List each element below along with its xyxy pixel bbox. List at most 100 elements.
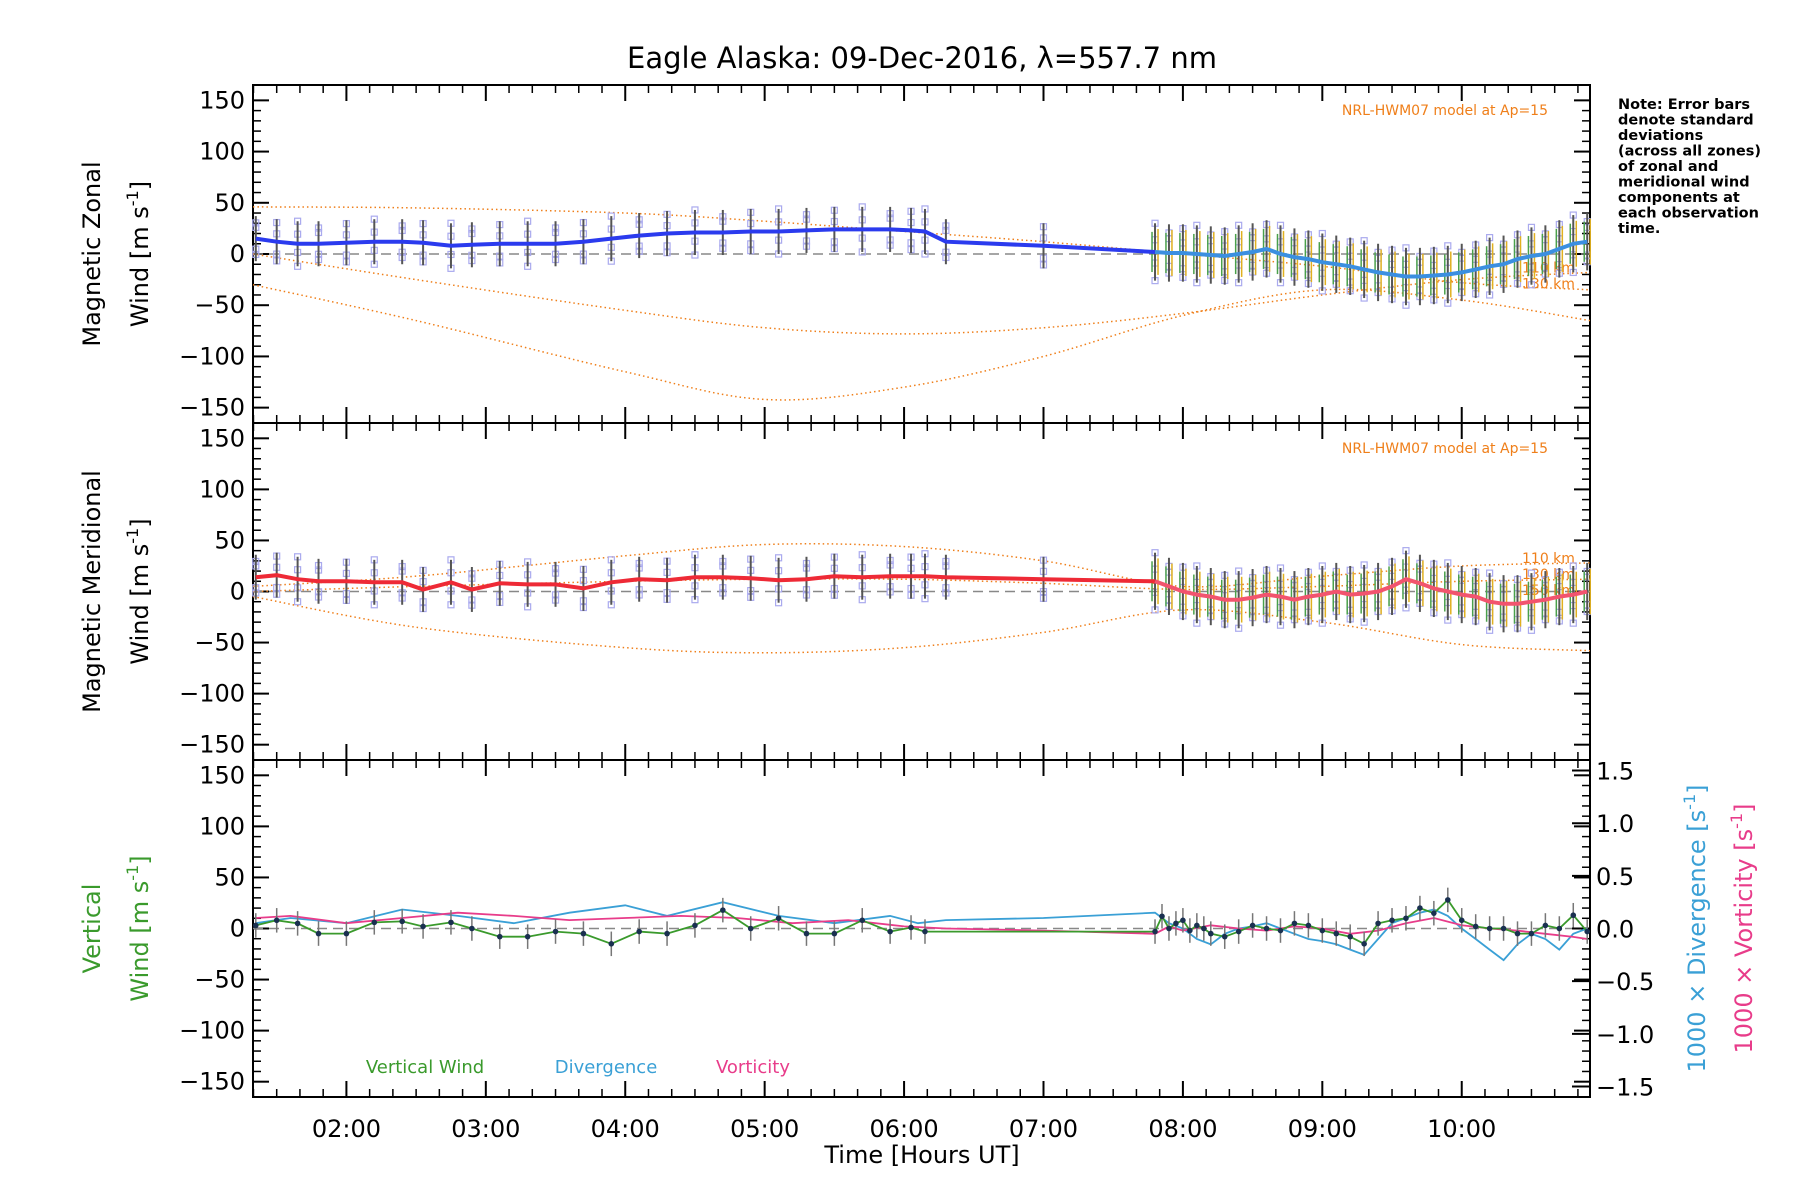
vertical-wind-point	[552, 928, 559, 935]
x-tick-label: 03:00	[451, 1115, 520, 1143]
y2-tick-label: −1.0	[1596, 1021, 1654, 1049]
vertical-wind-point	[664, 930, 670, 937]
vertical-wind-point	[1444, 897, 1451, 903]
chart-title: Eagle Alaska: 09-Dec-2016, λ=557.7 nm	[627, 41, 1217, 75]
y-axis-title-line2: Wind [m s-1]	[123, 855, 154, 1001]
vertical-wind-point	[1403, 915, 1409, 922]
vertical-wind-point	[608, 941, 615, 947]
vertical-wind-point	[1584, 928, 1591, 935]
vertical-wind-point	[1570, 912, 1577, 919]
zonal-wind-line-late	[1154, 239, 1588, 279]
y-axis-title-line2: Wind [m s-1]	[123, 518, 154, 664]
vertical-wind-point	[636, 928, 642, 935]
vertical-wind-point	[1361, 941, 1367, 947]
y-tick-label: −50	[194, 629, 245, 657]
vertical-wind-point	[1194, 922, 1200, 929]
y-tick-label: 50	[214, 863, 245, 891]
y-tick-label: 0	[230, 915, 245, 943]
x-tick-label: 08:00	[1148, 1115, 1217, 1143]
y2-axis-title-vorticity: 1000 × Vorticity [s-1]	[1727, 804, 1758, 1054]
note-line: (across all zones)	[1618, 144, 1761, 160]
vertical-wind-point	[371, 919, 378, 926]
vertical-wind-point	[1173, 920, 1179, 927]
vertical-wind-point	[859, 917, 866, 924]
vertical-wind-point	[1207, 930, 1214, 937]
vertical-wind-point	[399, 918, 405, 925]
y-axis-title-line2: Wind [m s-1]	[123, 181, 154, 327]
y-tick-label: 150	[199, 424, 245, 452]
legend-item-divergence: Divergence	[555, 1057, 658, 1078]
y-axis-title-line1: Magnetic Meridional	[78, 470, 106, 713]
model-mid	[252, 578, 1591, 593]
model-label: NRL-HWM07 model at Ap=15	[1342, 103, 1548, 119]
model-mid	[252, 253, 1591, 335]
vertical-wind-point	[1187, 927, 1193, 934]
y-tick-label: −150	[179, 731, 245, 759]
y-tick-label: −50	[194, 966, 245, 994]
vertical-wind-point	[803, 930, 810, 937]
panel-meridional: 150 100 50 0 −50 −100 −150 Magnetic Meridional W…	[78, 422, 1591, 761]
y-tick-label: −100	[179, 342, 245, 370]
y-tick-label: 0	[230, 240, 245, 268]
vertical-wind-point	[908, 924, 914, 931]
zonal-wind-line	[255, 227, 1156, 254]
note-line: time.	[1618, 221, 1660, 237]
x-tick-label: 02:00	[312, 1115, 381, 1143]
vertical-wind-point	[1347, 933, 1354, 940]
legend-item-vorticity: Vorticity	[716, 1057, 790, 1078]
vertical-wind-point	[343, 930, 350, 937]
y-axis-title-line1: Magnetic Zonal	[78, 161, 106, 346]
note-line: denote standard	[1618, 113, 1754, 129]
vertical-wind-point	[1514, 930, 1521, 937]
vertical-wind-point	[747, 925, 754, 932]
vertical-wind-point	[1319, 927, 1326, 934]
x-tick-label: 09:00	[1288, 1115, 1357, 1143]
vertical-wind-point	[1417, 905, 1423, 911]
note-line: deviations	[1618, 128, 1703, 144]
model-altitude-label: 130 km	[1522, 276, 1575, 292]
note-line: of zonal and	[1618, 159, 1718, 175]
y-tick-label: −150	[179, 1068, 245, 1096]
vertical-wind-point	[831, 930, 838, 937]
note-line: components at	[1618, 190, 1740, 206]
panel-zonal: 150 100 50 0 −50 −100 −150 Magnetic Zonal Wind […	[78, 84, 1591, 424]
y-tick-label: 50	[214, 189, 245, 217]
vertical-wind-line	[255, 898, 1588, 945]
vertical-wind-point	[1542, 922, 1549, 929]
vertical-wind-point	[1458, 917, 1465, 924]
y2-tick-label: 1.0	[1596, 810, 1634, 838]
vertical-wind-point	[1556, 925, 1563, 932]
vertical-wind-point	[1375, 920, 1381, 927]
vorticity-line	[255, 911, 1588, 940]
y-tick-label: −100	[179, 680, 245, 708]
x-tick-label: 07:00	[1009, 1115, 1078, 1143]
x-tick-label: 05:00	[730, 1115, 799, 1143]
y-tick-label: 100	[199, 475, 245, 503]
vertical-wind-point	[1201, 925, 1207, 932]
note-line: Note: Error bars	[1618, 97, 1750, 113]
vertical-wind-point	[273, 917, 280, 924]
y-tick-label: 150	[199, 86, 245, 114]
vertical-wind-point	[1249, 922, 1256, 929]
y-tick-label: 150	[199, 761, 245, 789]
vertical-wind-point	[720, 907, 726, 913]
vertical-wind-point	[1486, 925, 1493, 932]
vertical-wind-point	[1235, 928, 1242, 935]
vertical-wind-point	[315, 930, 322, 937]
y-tick-label: 100	[199, 812, 245, 840]
vertical-wind-point	[1221, 933, 1228, 940]
legend-item-vertical-wind: Vertical Wind	[366, 1057, 484, 1078]
y2-tick-label: −1.5	[1596, 1073, 1654, 1101]
note-line: meridional wind	[1618, 175, 1750, 191]
x-tick-label: 06:00	[869, 1115, 938, 1143]
vertical-wind-point	[1263, 925, 1270, 932]
panel-vertical: 150 100 50 0 −50 −100 −150 Vertical Wind [m s-1]…	[78, 758, 1758, 1102]
vertical-wind-point	[1472, 923, 1479, 930]
y-tick-label: 0	[230, 578, 245, 606]
vertical-wind-point	[1528, 930, 1535, 937]
y2-tick-label: 0.0	[1596, 916, 1634, 944]
vertical-wind-point	[887, 928, 893, 935]
x-tick-label: 10:00	[1427, 1115, 1496, 1143]
model-altitude-label: 110 km	[1522, 551, 1575, 567]
